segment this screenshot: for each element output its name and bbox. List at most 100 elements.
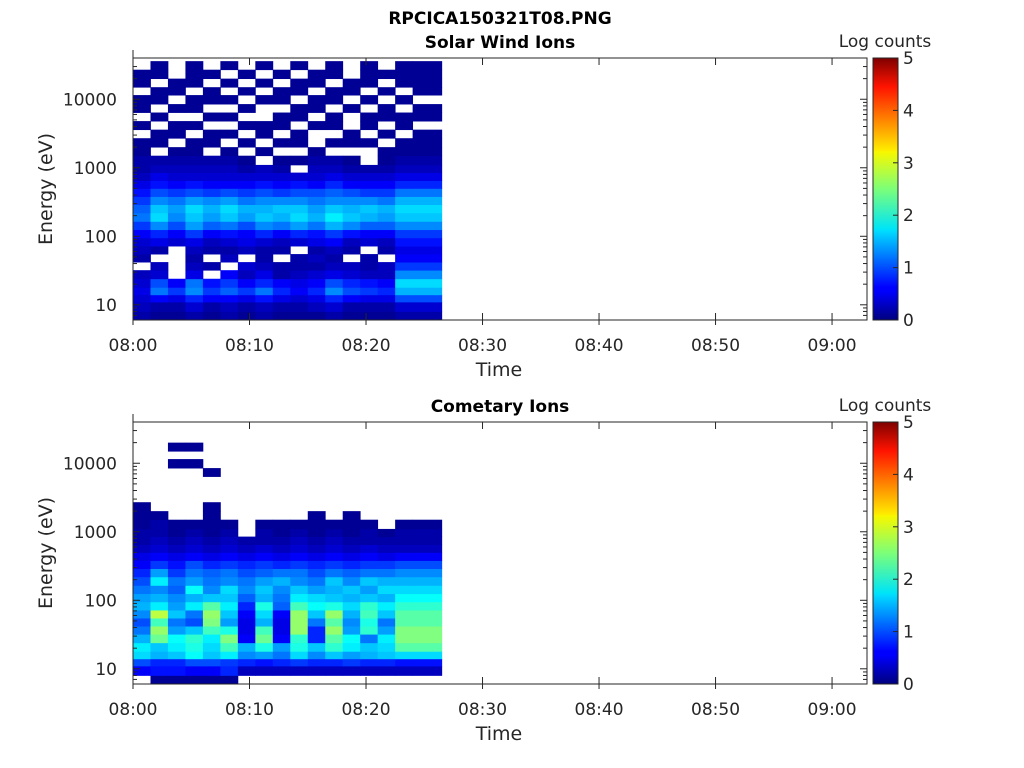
heatmap-cell (237, 651, 256, 660)
heatmap-cell (150, 536, 169, 545)
heatmap-cell (290, 301, 309, 312)
heatmap-cell (220, 229, 239, 239)
heatmap-cell (150, 665, 169, 676)
heatmap-cell (185, 585, 204, 595)
heatmap-cell (377, 246, 396, 255)
heatmap-cell (237, 196, 256, 205)
heatmap-cell (290, 593, 309, 603)
heatmap-cell (167, 544, 186, 553)
heatmap-cell (395, 294, 414, 303)
heatmap-cell (290, 651, 309, 660)
heatmap-cell (150, 287, 169, 296)
heatmap-cell (325, 593, 344, 603)
heatmap-cell (202, 112, 221, 122)
heatmap-cell (220, 287, 239, 296)
heatmap-cell (377, 262, 396, 271)
heatmap-cell (220, 544, 239, 553)
heatmap-cell (255, 665, 274, 676)
heatmap-cell (167, 78, 186, 88)
heatmap-cell (133, 560, 151, 569)
heatmap-cell (255, 147, 274, 157)
heatmap-cell (325, 665, 344, 676)
heatmap-cell (325, 610, 344, 619)
heatmap-cell (202, 172, 221, 181)
heatmap-cell (325, 544, 344, 553)
heatmap-cell (202, 536, 221, 545)
heatmap-cell (255, 196, 274, 205)
heatmap-cell (150, 544, 169, 553)
heatmap-cell (395, 95, 414, 105)
heatmap-cell (307, 147, 326, 157)
heatmap-cell (255, 568, 274, 578)
y-tick-label: 1000 (74, 159, 117, 179)
heatmap-cell (167, 585, 186, 595)
x-tick-label: 08:00 (109, 700, 158, 720)
heatmap-cell (220, 593, 239, 603)
heatmap-cell (290, 112, 309, 122)
heatmap-cell (220, 221, 239, 231)
heatmap-cell (220, 675, 239, 685)
heatmap-cell (325, 95, 344, 105)
colorbar-tick-label: 2 (903, 570, 914, 590)
heatmap-cell (237, 278, 256, 288)
heatmap-cell (395, 112, 414, 122)
heatmap-cell (342, 229, 361, 239)
heatmap-cell (412, 104, 443, 113)
heatmap-cell (237, 610, 256, 619)
heatmap-cell (272, 552, 291, 561)
heatmap-cell (307, 254, 326, 263)
heatmap-cell (395, 188, 414, 197)
heatmap-cell (307, 593, 326, 603)
heatmap-cell (342, 188, 361, 197)
heatmap-cell (377, 180, 396, 189)
heatmap-cell (150, 262, 169, 271)
heatmap-cell (307, 278, 326, 288)
heatmap-cell (237, 626, 256, 635)
heatmap-cell (377, 634, 396, 644)
heatmap-cells (133, 442, 443, 685)
heatmap-cell (360, 287, 379, 296)
heatmap-cell (185, 593, 204, 603)
heatmap-cell (133, 610, 151, 619)
colorbar-tick-label: 4 (903, 465, 914, 485)
y-tick-label: 1000 (74, 523, 117, 543)
heatmap-cell (360, 112, 379, 122)
heatmap-cell (395, 196, 414, 205)
heatmap-cell (342, 270, 361, 280)
heatmap-cell (377, 576, 396, 586)
heatmap-cell (202, 196, 221, 205)
heatmap-cell (307, 155, 326, 166)
heatmap-cell (272, 642, 291, 652)
heatmap-cell (395, 229, 414, 239)
heatmap-cell (412, 651, 443, 660)
heatmap-cell (377, 172, 396, 181)
heatmap-cell (325, 536, 344, 545)
heatmap-cell (290, 212, 309, 222)
heatmap-cell (133, 287, 151, 296)
heatmap-cell (412, 593, 443, 603)
x-tick-label: 08:50 (691, 700, 740, 720)
heatmap-cell (290, 262, 309, 271)
heatmap-cell (360, 593, 379, 603)
heatmap-cell (360, 658, 379, 667)
heatmap-cell (255, 180, 274, 189)
heatmap-cell (412, 301, 443, 312)
heatmap-cell (290, 138, 309, 148)
heatmap-cell (202, 164, 221, 173)
heatmap-cell (377, 69, 396, 80)
heatmap-cell (325, 294, 344, 303)
heatmap-cell (272, 204, 291, 214)
colorbar-ticks: 0 1 2 3 4 5 (893, 49, 914, 331)
heatmap-cell (377, 237, 396, 247)
heatmap-cell (360, 634, 379, 644)
heatmap-cell (290, 78, 309, 88)
heatmap-cell (167, 610, 186, 619)
heatmap-cell (185, 552, 204, 561)
heatmap-cell (202, 576, 221, 586)
heatmap-cell (395, 560, 414, 569)
heatmap-cell (185, 459, 204, 469)
heatmap-cell (167, 568, 186, 578)
heatmap-cell (342, 129, 361, 139)
heatmap-cell (272, 287, 291, 296)
